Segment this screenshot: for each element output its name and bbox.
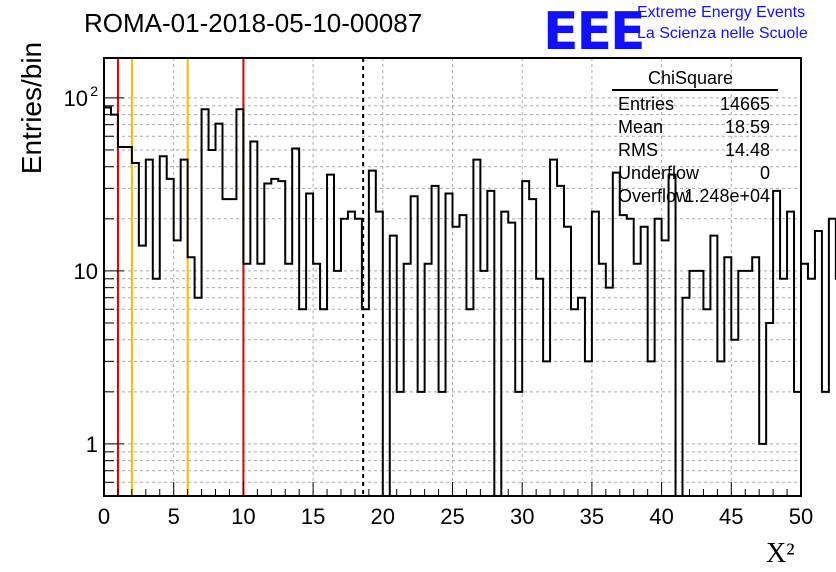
x-tick-label: 0: [98, 504, 110, 529]
logo-line-1: Extreme Energy Events: [637, 4, 806, 21]
y-tick-label-exponent: 2: [90, 83, 98, 99]
x-tick-label: 50: [789, 504, 813, 529]
stat-value: 1.248e+04: [684, 186, 770, 206]
logo-line-2: La Scienza nelle Scuole: [637, 25, 808, 42]
chart-title: ROMA-01-2018-05-10-00087: [84, 8, 423, 38]
x-tick-label: 25: [440, 504, 464, 529]
y-axis-label: Entries/bin: [16, 41, 47, 175]
stat-name: Overflow: [618, 186, 690, 206]
x-tick-label: 30: [510, 504, 534, 529]
x-tick-label: 20: [371, 504, 395, 529]
stat-value: 14.48: [724, 140, 770, 160]
stat-value: 18.59: [724, 117, 770, 137]
stat-name: Entries: [618, 94, 675, 114]
x-tick-label: 10: [231, 504, 255, 529]
eee-logo: EEE: [543, 2, 646, 62]
x-tick-label: 35: [580, 504, 604, 529]
x-axis-label: X²: [766, 538, 795, 569]
y-tick-label: 10: [64, 86, 88, 111]
stat-value: 14665: [719, 94, 770, 114]
stat-name: RMS: [618, 140, 658, 160]
x-tick-label: 45: [719, 504, 743, 529]
stats-title: ChiSquare: [648, 68, 734, 88]
x-tick-label: 5: [168, 504, 180, 529]
histogram-line: [104, 106, 836, 497]
x-tick-label: 15: [301, 504, 325, 529]
y-tick-label: 10: [74, 259, 98, 284]
stat-value: 0: [759, 163, 770, 183]
x-tick-label: 40: [649, 504, 673, 529]
stat-name: Mean: [618, 117, 664, 137]
y-tick-label: 1: [86, 432, 98, 457]
stat-name: Underflow: [618, 163, 700, 183]
